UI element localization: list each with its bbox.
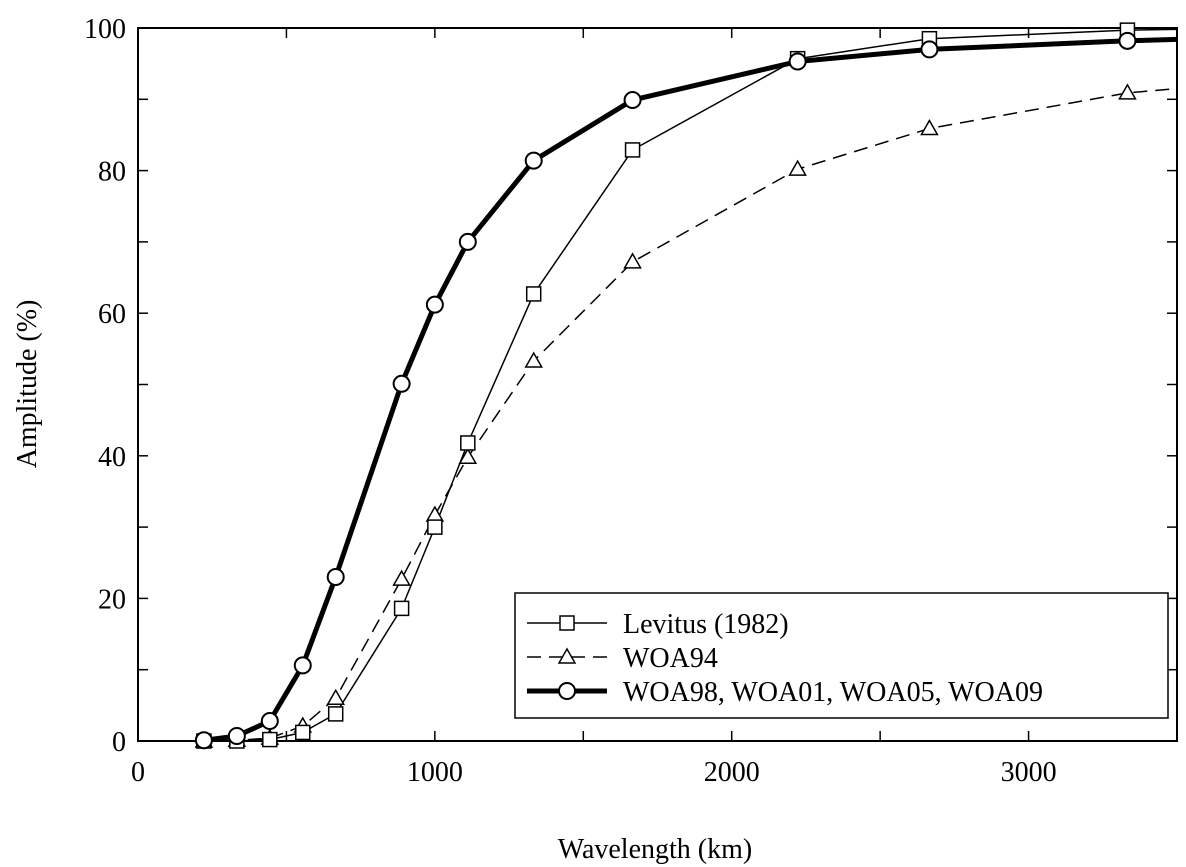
data-point-series-0	[460, 435, 476, 451]
data-point-series-1	[524, 351, 544, 368]
legend-label-1: WOA94	[623, 643, 718, 674]
axis-ticks	[137, 27, 1178, 742]
data-point-series-0	[525, 286, 542, 302]
data-point-series-2	[425, 295, 444, 314]
data-point-series-0	[295, 724, 311, 741]
x-tick-label: 3000	[1001, 757, 1057, 788]
legend-label-2: WOA98, WOA01, WOA05, WOA09	[623, 677, 1043, 708]
data-point-series-0	[427, 519, 443, 535]
data-point-series-2	[293, 656, 312, 675]
x-axis-title: Wavelength (km)	[558, 834, 752, 865]
data-point-series-2	[920, 40, 939, 59]
y-tick-label: 60	[98, 299, 126, 330]
y-tick-label: 80	[98, 157, 126, 188]
legend-box	[514, 592, 1169, 719]
data-point-series-2	[326, 568, 345, 587]
data-point-series-2	[392, 374, 411, 393]
data-point-series-1	[920, 119, 939, 136]
data-point-series-2	[1118, 31, 1137, 50]
tick-labels: 0 1000 2000 3000 0 20 40 60 80 100	[84, 14, 1057, 788]
data-point-series-2	[458, 232, 477, 251]
y-tick-label: 40	[98, 442, 126, 473]
legend-marker-0	[559, 615, 575, 631]
data-point-series-0	[327, 706, 344, 722]
series-markers	[194, 22, 1137, 750]
data-point-series-0	[262, 731, 278, 748]
data-point-series-1	[623, 252, 642, 269]
data-point-series-2	[194, 731, 213, 750]
x-tick-label: 1000	[407, 757, 463, 788]
y-axis-title: Amplitude (%)	[12, 300, 43, 469]
data-point-series-1	[458, 447, 478, 464]
series-line-2	[203, 36, 1178, 743]
data-point-series-2	[788, 52, 807, 71]
x-tick-label: 2000	[704, 757, 760, 788]
legend-label-0: Levitus (1982)	[623, 609, 789, 640]
data-point-series-2	[623, 91, 642, 110]
y-tick-label: 100	[84, 14, 126, 45]
data-point-series-0	[624, 142, 641, 158]
data-point-series-1	[1118, 83, 1137, 100]
legend-marker-2	[558, 682, 576, 700]
data-point-series-2	[524, 151, 543, 170]
data-point-series-1	[326, 688, 345, 705]
legend-marker-1	[557, 647, 577, 664]
data-point-series-1	[392, 569, 411, 586]
y-tick-label: 0	[112, 727, 126, 758]
y-tick-label: 20	[98, 584, 126, 615]
data-point-series-2	[227, 727, 246, 746]
x-tick-label: 0	[131, 757, 145, 788]
data-point-series-1	[788, 159, 807, 176]
data-point-series-0	[393, 600, 410, 617]
data-point-series-2	[260, 712, 279, 731]
